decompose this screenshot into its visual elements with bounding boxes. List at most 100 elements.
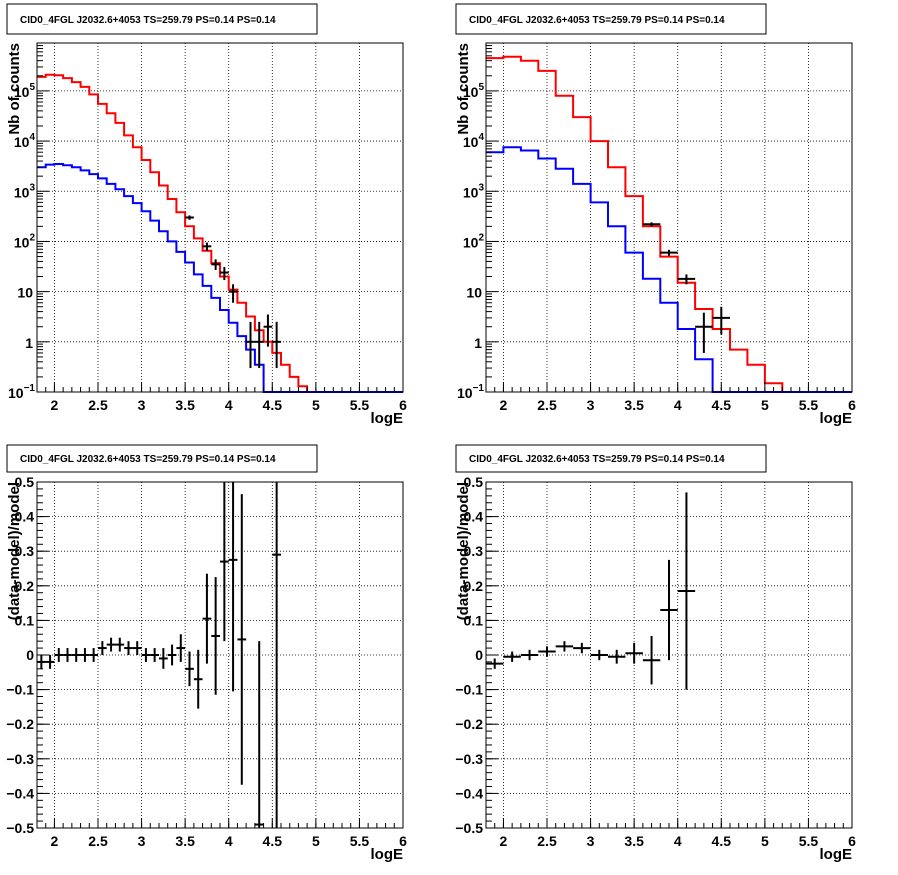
x-tick-label: 3.5 — [175, 833, 195, 849]
x-tick-label: 3 — [587, 833, 595, 849]
y-tick-label: 0.1 — [15, 612, 35, 628]
x-tick-label: 3 — [138, 833, 146, 849]
data-point — [246, 321, 255, 369]
y-tick-label: 102 — [14, 232, 36, 250]
data-point — [538, 646, 556, 657]
data-point — [520, 649, 539, 661]
data-point — [272, 482, 281, 828]
x-tick-label: 5 — [312, 833, 320, 849]
title-frame — [455, 3, 767, 35]
y-tick-label: 0.5 — [464, 474, 484, 490]
x-tick-label: 2.5 — [88, 397, 108, 413]
y-tick-label: 104 — [14, 132, 36, 150]
panel-counts-coarse: CID0_4FGL J2032.6+4053 TS=259.79 PS=0.14… — [449, 0, 898, 437]
data-point — [237, 494, 247, 785]
x-tick-label: 4.5 — [712, 833, 732, 849]
data-points — [185, 215, 281, 369]
title-box: CID0_4FGL J2032.6+4053 TS=259.79 PS=0.14… — [455, 3, 767, 35]
data-point — [625, 642, 643, 664]
x-tick-label: 4 — [225, 833, 233, 849]
x-tick-label: 4.5 — [263, 397, 283, 413]
y-tick-label: 0.4 — [15, 509, 35, 525]
data-point — [608, 649, 626, 664]
y-tick-label: 0.3 — [15, 543, 35, 559]
chart-residuals-fine: CID0_4FGL J2032.6+4053 TS=259.79 PS=0.14… — [6, 444, 407, 863]
x-tick-label: 3 — [138, 397, 146, 413]
data-point — [54, 648, 64, 662]
y-tick-label: 1 — [25, 335, 33, 351]
x-tick-label: 2 — [51, 397, 59, 413]
data-point — [555, 641, 574, 652]
data-point — [660, 249, 678, 256]
data-point — [254, 321, 264, 369]
data-point — [124, 641, 133, 655]
x-tick-label: 2 — [51, 833, 59, 849]
tick-marks — [36, 42, 404, 393]
data-point — [176, 634, 186, 662]
data-points — [642, 222, 730, 353]
y-tick-label: 105 — [463, 82, 485, 100]
y-tick-label: −0.2 — [6, 716, 34, 732]
data-point — [712, 306, 730, 335]
x-axis-label: logE — [820, 410, 853, 427]
y-axis-label: Nb of counts — [455, 43, 472, 135]
x-tick-label: 5 — [312, 397, 320, 413]
y-tick-label: 0.3 — [464, 543, 484, 559]
tick-marks — [36, 481, 404, 829]
chart-residuals-coarse: CID0_4FGL J2032.6+4053 TS=259.79 PS=0.14… — [455, 444, 856, 863]
data-point — [590, 649, 608, 661]
panel-residuals-fine: CID0_4FGL J2032.6+4053 TS=259.79 PS=0.14… — [0, 437, 449, 875]
data-point — [202, 573, 212, 664]
x-tick-label: 2.5 — [88, 833, 108, 849]
data-point — [228, 482, 238, 692]
x-tick-label: 5.5 — [799, 833, 819, 849]
y-tick-label: 103 — [14, 182, 36, 200]
data-point — [254, 641, 264, 828]
data-point — [141, 648, 151, 662]
x-tick-label: 5.5 — [350, 833, 370, 849]
chart-title: CID0_4FGL J2032.6+4053 TS=259.79 PS=0.14… — [469, 15, 725, 26]
x-tick-label: 4.5 — [263, 833, 283, 849]
data-point — [677, 274, 696, 285]
y-tick-label: 102 — [463, 232, 485, 250]
data-point — [272, 321, 281, 369]
chart-title: CID0_4FGL J2032.6+4053 TS=259.79 PS=0.14… — [469, 454, 725, 465]
y-tick-label: 105 — [14, 82, 36, 100]
x-axis-label: logE — [371, 846, 404, 863]
x-tick-label: 4.5 — [712, 397, 732, 413]
x-tick-label: 6 — [848, 833, 856, 849]
y-axis-label: Nb of counts — [6, 43, 23, 135]
y-tick-label: −0.3 — [6, 751, 34, 767]
x-tick-label: 3 — [587, 397, 595, 413]
x-tick-label: 2 — [500, 397, 508, 413]
y-tick-label: 0.5 — [15, 474, 35, 490]
data-point — [573, 642, 591, 654]
y-tick-label: −0.3 — [455, 751, 483, 767]
data-point — [98, 641, 107, 655]
data-point — [159, 648, 168, 669]
data-point — [150, 648, 159, 662]
y-tick-label: 0.2 — [464, 578, 484, 594]
y-axis-label: (data-model)/model — [455, 482, 472, 620]
x-tick-label: 3.5 — [624, 833, 644, 849]
title-box: CID0_4FGL J2032.6+4053 TS=259.79 PS=0.14… — [455, 444, 767, 473]
data-points — [486, 492, 696, 690]
x-tick-label: 2.5 — [537, 397, 557, 413]
data-point — [71, 648, 81, 662]
data-point — [677, 492, 696, 690]
title-frame — [455, 444, 767, 473]
series-blue-step — [37, 163, 403, 393]
data-point — [80, 648, 90, 662]
series-blue-step — [486, 146, 852, 393]
y-tick-label: −0.4 — [455, 785, 483, 801]
chart-title: CID0_4FGL J2032.6+4053 TS=259.79 PS=0.14… — [20, 454, 276, 465]
y-tick-label: 0 — [475, 647, 483, 663]
series-red-step — [486, 55, 852, 393]
data-point — [228, 284, 238, 303]
y-tick-label: 0.1 — [464, 612, 484, 628]
data-point — [185, 651, 194, 687]
x-tick-label: 2 — [500, 833, 508, 849]
data-point — [45, 655, 55, 669]
y-tick-label: 10 — [466, 285, 482, 301]
panel-counts-fine: CID0_4FGL J2032.6+4053 TS=259.79 PS=0.14… — [0, 0, 449, 437]
